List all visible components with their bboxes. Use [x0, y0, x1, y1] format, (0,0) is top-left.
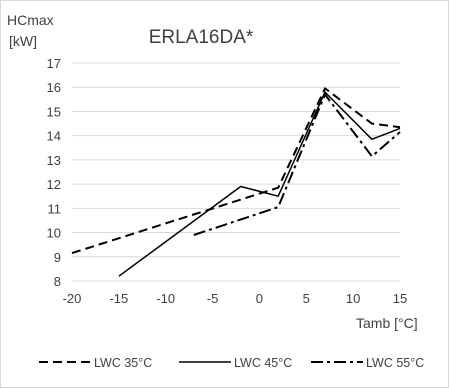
- series-line-2: [118, 91, 401, 277]
- x-tick-label: -10: [156, 291, 175, 306]
- series-line-3: [193, 93, 401, 236]
- x-tick-label: 10: [346, 291, 360, 306]
- series-layer: [71, 87, 401, 277]
- y-tick-label: 12: [47, 177, 61, 192]
- y-tick-label: 11: [48, 201, 62, 216]
- legend-label-3: LWC 55°C: [366, 356, 424, 370]
- x-axis-label: Tamb [°C]: [356, 315, 418, 331]
- series-line-1: [71, 87, 401, 255]
- y-tick-label: 10: [47, 226, 61, 241]
- y-axis-label-line2: [kW]: [9, 33, 37, 49]
- y-tick-label: 13: [47, 153, 61, 168]
- y-axis-label-line1: HCmax: [7, 12, 54, 28]
- y-tick-label: 17: [47, 56, 61, 71]
- x-tick-label: 0: [256, 291, 263, 306]
- y-tick-label: 14: [47, 129, 61, 144]
- tick-layer: 8 9 10 11 12 13 14 15 16 17 -20 -15 -10 -5 0 5 10 15: [47, 56, 408, 306]
- chart-title: ERLA16DA*: [149, 27, 254, 48]
- y-tick-label: 16: [47, 80, 61, 95]
- x-tick-label: 15: [393, 291, 407, 306]
- legend-label-1: LWC 35°C: [94, 356, 152, 370]
- x-tick-label: -5: [207, 291, 219, 306]
- grid-layer: [72, 62, 400, 282]
- legend-label-2: LWC 45°C: [234, 356, 292, 370]
- y-tick-label: 8: [54, 274, 61, 289]
- x-tick-label: 5: [303, 291, 310, 306]
- x-tick-label: -15: [109, 291, 128, 306]
- x-tick-label: -20: [63, 291, 82, 306]
- y-tick-label: 15: [47, 104, 61, 119]
- legend: LWC 35°C LWC 45°C LWC 55°C: [39, 356, 424, 370]
- y-tick-label: 9: [54, 250, 61, 265]
